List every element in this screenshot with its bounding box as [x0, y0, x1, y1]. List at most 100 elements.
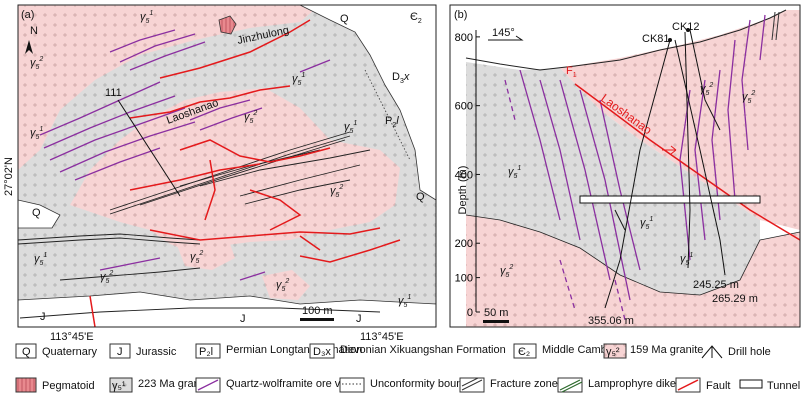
panel-a-frame [17, 4, 437, 328]
section-number: 111 [105, 87, 122, 99]
section-lamprophyre [771, 11, 780, 41]
depth-tick-label: 200 [455, 238, 473, 250]
contact-boundary [465, 214, 800, 296]
legend-item-lamprophyre: Lamprophyre dike [557, 377, 676, 393]
svg-text:Devonian Xikuangshan Formation: Devonian Xikuangshan Formation [340, 344, 506, 356]
drill-holes [604, 29, 726, 309]
unit-g-5: γ [244, 111, 251, 123]
legend-item-ore-vein: Quartz-wolframite ore vein [195, 377, 355, 393]
section-unit-g-2: γ [700, 83, 707, 95]
pegmatoid-body [218, 15, 237, 35]
depth-tick-label: 800 [455, 32, 473, 44]
legend-item-devonian: D₃x Devonian Xikuangshan Formation [309, 343, 506, 359]
svg-text:Tunnel: Tunnel [767, 380, 800, 392]
svg-text:Fault: Fault [706, 380, 730, 392]
azimuth-arrow-icon [488, 35, 524, 41]
tunnel [579, 195, 761, 204]
svg-text:γ52: γ52 [330, 184, 343, 199]
svg-text:γ52: γ52 [742, 90, 755, 105]
svg-text:P2l: P2l [385, 115, 399, 129]
section-unit-g-3: γ [742, 91, 749, 103]
legend-item-fracture: Fracture zone [459, 377, 558, 393]
legend-item-drill-hole: Drill hole [701, 345, 771, 359]
legend-item-granite-223: γ₅¹ 223 Ma granite [109, 377, 211, 393]
svg-text:D3x: D3x [392, 71, 410, 85]
svg-text:Q: Q [22, 346, 31, 358]
fracture-zones [18, 131, 381, 319]
drill-hole-collar-icon [686, 28, 690, 32]
drill-hole-collar-icon [668, 38, 672, 42]
section-granite-223 [466, 62, 760, 295]
unconformity-boundary [364, 69, 411, 161]
svg-text:γ51: γ51 [140, 10, 153, 25]
granite-159-patch-2 [262, 270, 310, 300]
legend-item-permian: P₂l Permian Longtan Formation [195, 343, 362, 359]
svg-text:Unconformity boundary: Unconformity boundary [370, 378, 484, 390]
svg-text:Є2: Є2 [410, 11, 422, 25]
svg-text:Fracture zone: Fracture zone [490, 378, 558, 390]
legend-item-jurassic: J Jurassic [109, 343, 177, 359]
svg-text:γ51: γ51 [292, 72, 305, 87]
panel-b-frame [449, 4, 801, 328]
depth-axis-label: Depth (m) [457, 166, 469, 215]
unit-g-8: γ [34, 253, 41, 265]
longitude-left: 113°45'E [50, 331, 94, 343]
legend-item-tunnel: Tunnel [739, 379, 800, 392]
section-unit-g-5: γ [680, 253, 687, 265]
unit-q-right: Q [416, 191, 425, 203]
unit-q-top: Q [340, 13, 349, 25]
sediment-upper-right [299, 5, 436, 201]
svg-text:γ₅¹: γ₅¹ [112, 380, 126, 392]
panel-b-label: (b) [454, 9, 467, 21]
faults [89, 19, 401, 327]
section-line-111 [117, 99, 181, 197]
legend-item-unconformity: Unconformity boundary [339, 377, 484, 393]
unit-g-12: γ [398, 295, 405, 307]
unit-g-11: γ [276, 279, 283, 291]
svg-text:γ51: γ51 [680, 252, 693, 267]
scale-bar-a [300, 318, 334, 321]
legend-item-pegmatoid: Pegmatoid [15, 377, 95, 393]
unit-j-2: J [240, 313, 246, 325]
scale-label-b: 50 m [484, 307, 508, 319]
svg-text:223 Ma granite: 223 Ma granite [138, 378, 211, 390]
legend: Q Quaternary J Jurassic P₂l Permian Long… [15, 343, 800, 393]
svg-text:γ52: γ52 [100, 270, 113, 285]
svg-text:Pegmatoid: Pegmatoid [42, 380, 95, 392]
section-unit-g-1: γ [508, 166, 515, 178]
drill-hole-label-1: CK81 [642, 33, 670, 45]
unit-g-4: γ [292, 73, 299, 85]
legend-item-quaternary: Q Quaternary [15, 343, 98, 359]
unit-j-3: J [356, 313, 362, 325]
unit-g-7: γ [330, 185, 337, 197]
section-fault-f1 [574, 83, 800, 241]
svg-text:γ₅²: γ₅² [606, 346, 620, 358]
unit-g-3: γ [30, 127, 37, 139]
svg-text:γ52: γ52 [500, 264, 513, 279]
granite-159-patch-1 [175, 232, 235, 270]
panel-b-labels: (b) 145° F1 Laoshanao CK81 CK12 245.25 m… [454, 9, 758, 327]
svg-text:Jurassic: Jurassic [136, 346, 177, 358]
unit-g-9: γ [100, 271, 107, 283]
svg-text:γ51: γ51 [344, 120, 357, 135]
svg-text:γ52: γ52 [700, 82, 713, 97]
svg-text:γ52: γ52 [244, 110, 257, 125]
section-unit-g-6: γ [500, 265, 507, 277]
svg-text:γ51: γ51 [398, 294, 411, 309]
panel-a-map [18, 5, 436, 327]
svg-text:γ52: γ52 [30, 56, 43, 71]
unit-g-6: γ [344, 121, 351, 133]
unit-g-10: γ [190, 251, 197, 263]
depth-label-3: 355.06 m [588, 315, 634, 327]
depth-tick-label: 0 [467, 307, 473, 319]
svg-text:γ51: γ51 [640, 216, 653, 231]
unit-g-2: γ [30, 57, 37, 69]
north-arrow-icon [25, 40, 33, 54]
svg-text:γ51: γ51 [34, 252, 47, 267]
depth-label-2: 265.29 m [712, 293, 758, 305]
svg-text:159 Ma granite: 159 Ma granite [630, 344, 703, 356]
unit-j-1: J [40, 311, 46, 323]
legend-item-fault: Fault [675, 377, 730, 393]
latitude-label: 27°02'N [3, 157, 15, 196]
